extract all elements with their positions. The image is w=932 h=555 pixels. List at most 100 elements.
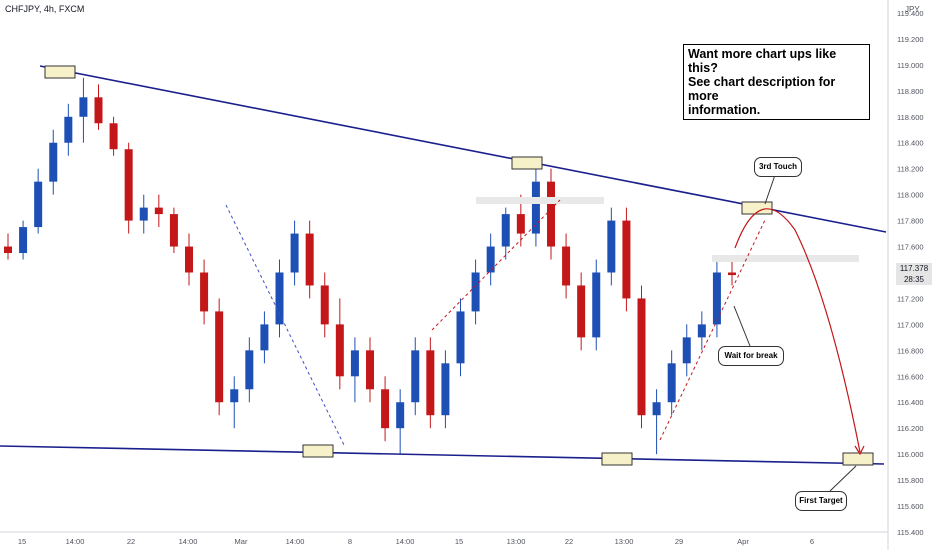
x-tick-label: 14:00 xyxy=(396,537,415,546)
candle-body xyxy=(682,337,691,364)
symbol-label: CHFJPY, 4h, FXCM xyxy=(5,4,85,14)
guide-line xyxy=(431,199,561,331)
y-tick-label: 117.600 xyxy=(897,243,924,252)
x-tick-label: Mar xyxy=(235,537,248,546)
y-tick-label: 119.000 xyxy=(897,61,924,70)
touch-box xyxy=(44,65,76,79)
candle-body xyxy=(547,181,555,247)
candle-body xyxy=(49,142,58,182)
candle-body xyxy=(245,350,254,390)
x-tick-label: Apr xyxy=(737,537,749,546)
y-tick-label: 116.800 xyxy=(897,346,924,355)
candle-body xyxy=(652,402,661,416)
candle-body xyxy=(712,272,721,325)
x-tick-label: 14:00 xyxy=(286,537,305,546)
candle-body xyxy=(396,402,405,429)
candle-body xyxy=(501,214,510,247)
candle-body xyxy=(124,149,133,221)
candle-body xyxy=(94,97,103,124)
callout-third-touch: 3rd Touch xyxy=(754,157,802,177)
candle-body xyxy=(622,220,631,299)
candle-body xyxy=(4,246,12,254)
candle-body xyxy=(185,246,193,273)
candle-body xyxy=(516,214,525,234)
last-price-tag: 117.378 28:35 xyxy=(896,263,932,285)
y-tick-label: 118.800 xyxy=(897,87,924,96)
touch-box xyxy=(601,452,633,466)
candle-body xyxy=(577,285,586,338)
candle-body xyxy=(728,272,736,276)
candle-body xyxy=(154,207,163,215)
candle-body xyxy=(260,324,269,351)
callout-first-target: First Target xyxy=(795,491,847,511)
candle-body xyxy=(486,246,495,273)
candle-body xyxy=(335,324,344,377)
candle-body xyxy=(637,298,646,416)
candle-body xyxy=(215,311,224,403)
x-tick-label: 22 xyxy=(127,537,135,546)
support-trendline xyxy=(0,445,885,465)
candle-body xyxy=(19,227,28,254)
candle-body xyxy=(275,272,284,325)
candle-body xyxy=(531,181,540,234)
x-tick-label: 14:00 xyxy=(66,537,85,546)
guide-line xyxy=(659,219,766,441)
candle-body xyxy=(607,220,616,273)
x-tick-label: 15 xyxy=(18,537,26,546)
candle-body xyxy=(64,116,73,143)
candle-body xyxy=(697,324,706,338)
candle-body xyxy=(79,97,88,117)
candle-body xyxy=(230,389,239,403)
x-tick-label: 29 xyxy=(675,537,683,546)
candle-body xyxy=(381,389,390,429)
x-tick-label: 22 xyxy=(565,537,573,546)
y-tick-label: 117.000 xyxy=(897,320,924,329)
candle-body xyxy=(320,285,329,325)
candle-body xyxy=(139,207,148,221)
zone-band xyxy=(712,255,859,262)
callout-pointer xyxy=(733,305,751,347)
y-tick-label: 117.200 xyxy=(897,294,924,303)
y-tick-label: 116.200 xyxy=(897,424,924,433)
y-tick-label: 118.000 xyxy=(897,191,924,200)
touch-box xyxy=(302,444,334,458)
x-tick-label: 13:00 xyxy=(615,537,634,546)
y-tick-label: 116.600 xyxy=(897,372,924,381)
y-tick-label: 119.400 xyxy=(897,9,924,18)
guide-line xyxy=(225,204,346,448)
callout-pointer xyxy=(829,465,857,492)
candle-body xyxy=(562,246,571,286)
y-tick-label: 118.400 xyxy=(897,139,924,148)
y-tick-label: 116.000 xyxy=(897,450,924,459)
candle-body xyxy=(366,350,374,390)
x-tick-label: 6 xyxy=(810,537,814,546)
callout-wait-break: Wait for break xyxy=(718,346,784,366)
candle-body xyxy=(305,233,314,286)
last-price: 117.378 xyxy=(899,264,929,273)
touch-box xyxy=(842,452,874,466)
x-tick-label: 15 xyxy=(455,537,463,546)
touch-box xyxy=(511,156,543,170)
x-tick-label: 8 xyxy=(348,537,352,546)
x-tick-label: 13:00 xyxy=(507,537,526,546)
candle-body xyxy=(200,272,209,312)
y-tick-label: 119.200 xyxy=(897,35,924,44)
touch-box xyxy=(741,201,773,215)
projection-curve xyxy=(734,208,861,453)
candle-body xyxy=(471,272,480,312)
candle-body xyxy=(411,350,420,403)
y-tick-label: 116.400 xyxy=(897,398,924,407)
candle-body xyxy=(109,123,118,150)
y-tick-label: 115.600 xyxy=(897,502,924,511)
callout-pointer xyxy=(764,174,776,205)
candle-body xyxy=(592,272,601,338)
x-tick-label: 14:00 xyxy=(179,537,198,546)
y-tick-label: 115.400 xyxy=(897,528,924,537)
y-tick-label: 117.800 xyxy=(897,217,924,226)
candle-body xyxy=(290,233,299,273)
projection-arrow xyxy=(854,445,865,456)
currency-label: JPY xyxy=(905,5,920,14)
candle-body xyxy=(34,181,43,228)
